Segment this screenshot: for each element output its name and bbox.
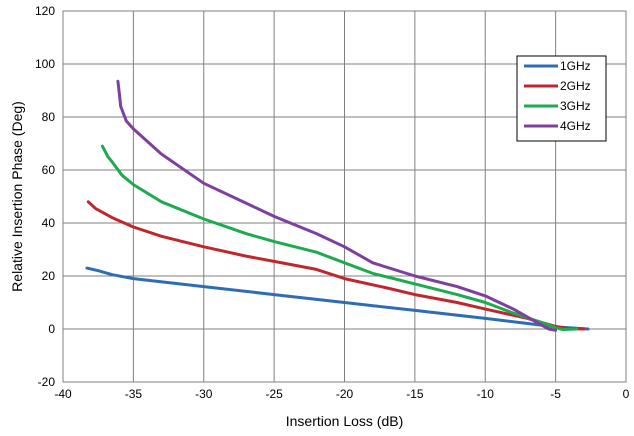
y-tick-label: 80: [42, 110, 56, 124]
legend-label-3ghz: 3GHz: [560, 99, 591, 113]
legend-label-1ghz: 1GHz: [560, 59, 591, 73]
x-tick-label: -30: [195, 387, 213, 401]
series-line-4ghz: [116, 79, 558, 332]
y-axis-label: Relative Insertion Phase (Deg): [9, 101, 25, 292]
series-line-1ghz: [85, 266, 590, 331]
y-tick-label: 120: [35, 4, 55, 18]
gridlines: [63, 11, 626, 382]
x-tick-label: -25: [265, 387, 283, 401]
tick-labels: -40 -35 -30 -25 -20 -15 -10 -5 0 -20 0 20 40 60 80 100 1…: [35, 4, 630, 401]
y-tick-label: 60: [42, 163, 56, 177]
x-tick-label: -35: [125, 387, 143, 401]
x-tick-label: -40: [54, 387, 72, 401]
y-tick-label: -20: [38, 375, 56, 389]
legend-label-4ghz: 4GHz: [560, 119, 591, 133]
y-tick-label: 40: [42, 216, 56, 230]
plot-border: [62, 10, 627, 383]
x-tick-label: -5: [550, 387, 561, 401]
x-tick-label: -10: [477, 387, 495, 401]
y-tick-label: 20: [42, 269, 56, 283]
y-tick-label: 100: [35, 57, 55, 71]
x-tick-label: -15: [406, 387, 424, 401]
legend-label-2ghz: 2GHz: [560, 79, 591, 93]
legend-items: 1GHz 2GHz 3GHz 4GHz: [524, 59, 591, 133]
legend: 1GHz 2GHz 3GHz 4GHz: [516, 55, 607, 142]
series-lines: [85, 79, 590, 332]
x-tick-label: -20: [336, 387, 354, 401]
y-tick-label: 0: [48, 322, 55, 336]
x-axis-label: Insertion Loss (dB): [286, 413, 404, 429]
x-tick-label: 0: [623, 387, 630, 401]
